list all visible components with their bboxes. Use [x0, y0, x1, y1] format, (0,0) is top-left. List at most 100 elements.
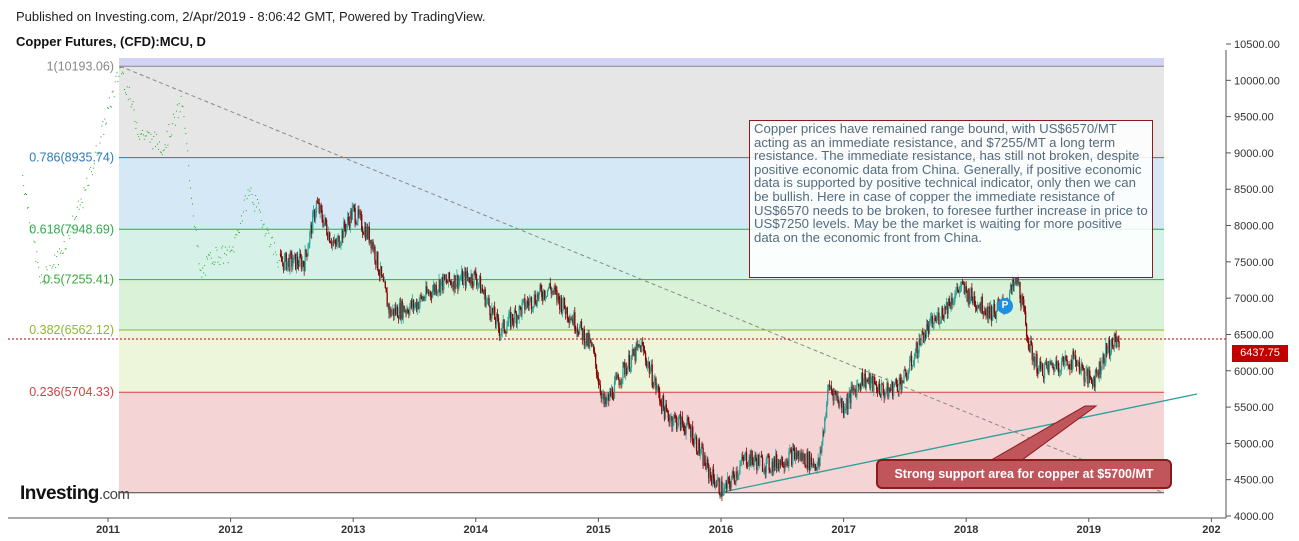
candle-body — [473, 271, 475, 286]
candle-body — [1067, 364, 1069, 366]
candle-body — [816, 463, 818, 471]
candle-body — [306, 253, 308, 256]
candle-body — [949, 305, 951, 308]
candle-body — [675, 416, 677, 418]
candle-body — [563, 297, 566, 309]
candle-body — [317, 202, 320, 204]
price-dot — [150, 133, 152, 135]
price-dot — [155, 146, 157, 148]
candle-body — [856, 384, 858, 397]
price-dot — [227, 262, 229, 264]
candle-body — [855, 389, 857, 397]
candle-body — [529, 297, 532, 300]
candle-body — [312, 210, 315, 213]
candle-body — [928, 320, 931, 334]
candle-body — [692, 426, 694, 444]
price-dot — [124, 92, 126, 94]
candle-body — [290, 252, 292, 255]
candle-body — [567, 318, 569, 320]
price-dot — [101, 125, 103, 127]
candle-body — [843, 403, 845, 415]
candle-body — [753, 459, 755, 466]
candle-body — [658, 386, 660, 393]
candle-body — [425, 286, 427, 299]
candle-body — [1084, 378, 1086, 382]
candle-body — [871, 376, 873, 379]
candle-body — [987, 307, 989, 320]
price-dot — [28, 222, 30, 224]
candle-body — [545, 295, 548, 297]
candle-body — [649, 370, 651, 374]
price-dot — [105, 123, 107, 125]
candle-body — [924, 334, 926, 343]
candle-body — [487, 298, 489, 300]
candle-body — [1026, 336, 1029, 341]
candle-body — [1015, 277, 1017, 284]
candle-body — [1051, 363, 1053, 365]
candle-body — [743, 454, 746, 461]
candle-body — [561, 309, 564, 313]
candle-body — [1019, 282, 1021, 299]
candle-body — [1036, 353, 1038, 373]
price-dot — [129, 98, 131, 100]
candle-body — [471, 274, 473, 284]
candle-body — [575, 329, 577, 332]
price-dot — [142, 134, 144, 136]
candle-body — [544, 290, 546, 298]
candle-body — [570, 318, 572, 321]
price-dot — [38, 266, 40, 268]
candle-body — [630, 356, 633, 368]
candle-body — [377, 251, 379, 271]
candle-body — [568, 319, 570, 323]
price-dot — [138, 136, 140, 138]
candle-body — [937, 312, 939, 316]
price-dot — [216, 249, 218, 251]
price-dot — [62, 252, 64, 254]
p-marker-icon[interactable]: P — [997, 298, 1013, 314]
fib-label: 0.382(6562.12) — [29, 323, 114, 337]
candle-body — [815, 467, 817, 471]
candle-body — [509, 311, 511, 314]
candle-body — [500, 332, 502, 335]
candle-body — [888, 389, 890, 398]
price-dot — [232, 246, 234, 248]
candle-body — [353, 205, 355, 208]
candle-body — [542, 296, 544, 300]
candle-body — [550, 288, 552, 294]
candle-body — [312, 212, 314, 234]
price-dot — [99, 142, 101, 144]
candle-body — [704, 455, 706, 466]
candle-body — [758, 455, 760, 466]
candle-body — [442, 277, 444, 291]
price-dot — [66, 232, 68, 234]
candle-body — [1112, 346, 1115, 348]
candle-body — [468, 277, 470, 283]
candle-body — [853, 387, 855, 391]
candle-body — [936, 315, 938, 322]
candle-body — [428, 291, 431, 294]
candle-body — [772, 461, 774, 473]
candle-body — [431, 290, 434, 298]
candle-body — [733, 474, 735, 481]
candle-body — [809, 457, 812, 470]
price-dot — [47, 281, 49, 283]
price-dot — [204, 264, 206, 266]
candle-body — [660, 401, 662, 404]
candle-body — [362, 230, 364, 234]
candle-body — [725, 482, 727, 487]
price-dot — [244, 195, 246, 197]
candle-body — [279, 253, 282, 257]
candle-body — [491, 307, 493, 319]
candle-body — [1065, 355, 1067, 360]
candle-body — [735, 471, 737, 483]
candle-body — [771, 461, 773, 472]
price-dot — [79, 204, 81, 206]
price-dot — [65, 248, 67, 250]
price-dot — [162, 150, 164, 152]
candle-body — [379, 266, 382, 276]
candle-body — [652, 385, 654, 387]
candle-body — [361, 214, 363, 231]
candle-body — [874, 377, 876, 385]
candle-body — [868, 373, 870, 381]
candle-body — [896, 384, 899, 391]
